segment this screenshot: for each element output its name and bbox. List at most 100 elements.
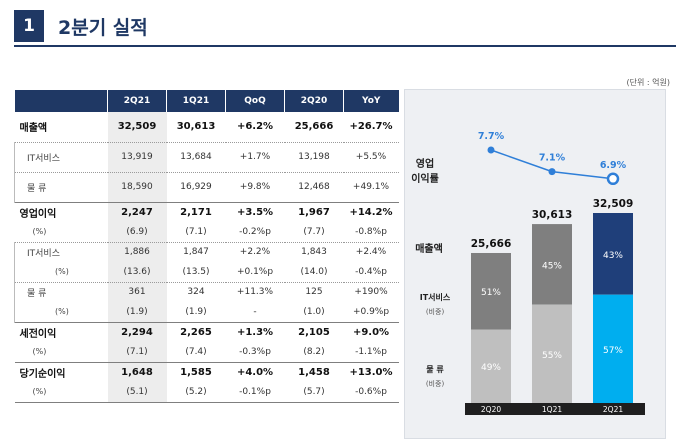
column-header [14,90,108,112]
row-label: IT서비스 [14,241,108,262]
table-cell: 30,613 [176,121,216,133]
table-cell: 361 [107,281,167,302]
table-cell: 32,509 [107,112,167,142]
series-sublabel: (비중) [426,379,445,388]
table-row: 물 류 18,590 16,929 +9.8% 12,468 +49.1% [14,171,399,202]
table-row: (%) (6.9) (7.1) -0.2%p (7.7) -0.8%p [15,222,399,242]
table-cell: 13,198 [284,141,344,172]
table-cell: (7.1) [185,226,207,237]
table-cell: +11.3% [225,281,285,302]
table-cell: (13.6) [107,262,167,282]
row-label: 매출액 [19,123,48,135]
margin-label: 6.9% [600,160,627,171]
table-cell: -0.3%p [239,346,271,357]
data-label: 43% [603,251,623,261]
table-header-row: 2Q21 1Q21 QoQ 2Q20 YoY [14,90,399,112]
data-label: 45% [542,261,562,271]
data-label: 57% [603,346,623,356]
column-header: YoY [343,90,399,112]
table-cell: (5.1) [107,382,167,403]
row-label: (%) [14,262,108,282]
table-row: (%) (5.1) (5.2) -0.1%p (5.7) -0.6%p [14,382,399,403]
table-cell: +0.1%p [236,266,274,277]
table-cell: (1.9) [185,306,207,317]
margin-label: 7.1% [539,153,566,164]
margin-point [606,172,620,186]
data-label: 49% [481,363,501,373]
table-cell: +2.4% [343,241,399,262]
table-cell: +14.2% [343,201,399,222]
table-cell: (7.7) [303,226,325,237]
table-cell: (5.2) [166,382,226,403]
table-row: IT서비스 13,919 13,684 +1.7% 13,198 +5.5% [14,141,399,172]
margin-label: 7.7% [478,131,505,142]
table-cell: 2,294 [107,321,167,342]
data-label: 51% [481,288,501,298]
series-sublabel: (비중) [426,307,445,316]
x-tick-label: 2Q20 [481,405,501,414]
column-header: 1Q21 [166,90,226,112]
table-cell: (5.7) [284,382,344,403]
column-header: QoQ [225,90,285,112]
table-cell: +1.3% [225,321,285,342]
table-row: 세전이익 2,294 2,265 +1.3% 2,105 +9.0% [14,321,399,342]
table-cell: 12,468 [284,171,344,202]
table-cell: 2,247 [107,201,167,222]
line-label: 이익률 [411,172,439,185]
table-cell: 2,265 [166,321,226,342]
table-cell: +190% [343,281,399,302]
column-header: 2Q20 [284,90,344,112]
table-row: IT서비스 1,886 1,847 +2.2% 1,843 +2.4% [14,241,399,262]
table-cell: (1.9) [107,302,167,322]
bar-segment [471,252,511,330]
margin-point [487,146,495,154]
table-cell: 1,585 [166,361,226,382]
section-header: 1 2분기 실적 [14,10,676,47]
table-cell: -1.1%p [355,346,387,357]
table-cell: 13,684 [166,141,226,172]
row-label: (%) [32,227,47,237]
row-label: 영업이익 [14,201,108,222]
table-cell: 324 [166,281,226,302]
table-cell: 13,919 [107,141,167,172]
table-cell: 1,648 [107,361,167,382]
table-cell: 2,171 [166,201,226,222]
table-cell: 25,666 [294,121,334,133]
x-tick-label: 1Q21 [542,405,562,414]
table-cell: 1,886 [107,241,167,262]
table-cell: +9.0% [343,321,399,342]
margin-point [548,168,556,176]
table-cell: +4.0% [225,361,285,382]
total-label: 32,509 [593,198,634,210]
table-cell: -0.8%p [355,226,387,237]
series-label: 물 류 [426,365,444,374]
row-label: (%) [14,302,108,322]
table-cell: 1,847 [166,241,226,262]
bar-segment [532,224,572,305]
table-cell: (13.5) [182,266,210,277]
table-row: (%) (7.1) (7.4) -0.3%p (8.2) -1.1%p [15,342,399,362]
table-cell: +2.2% [225,241,285,262]
row-label: 물 류 [14,171,108,202]
row-label: (%) [14,382,108,403]
row-label: 당기순이익 [14,361,108,382]
table-cell: +13.0% [343,361,399,382]
table-row: 매출액 32,509 30,613 +6.2% 25,666 +26.7% [15,112,399,142]
chart-panel: 영업 이익률 매출액 IT서비스 (비중) 물 류 (비중) 51% 49% 25,666 45% 5… [404,89,666,439]
table-cell: -0.6%p [343,382,399,403]
table-cell: +5.5% [343,141,399,172]
table-cell: (8.2) [303,346,325,357]
table-cell: -0.2%p [239,226,271,237]
table-cell: (6.9) [107,222,167,242]
x-tick-label: 2Q21 [603,405,623,414]
table-row: 영업이익 2,247 2,171 +3.5% 1,967 +14.2% [14,201,399,222]
table-cell: +26.7% [349,121,393,133]
header-divider [14,45,676,47]
line-label: 영업 [416,157,434,170]
bar-segment [593,294,633,403]
table-cell: - [253,306,257,317]
x-axis-band [465,403,645,415]
bar-segment [471,329,511,403]
table-cell: -0.4%p [355,266,387,277]
